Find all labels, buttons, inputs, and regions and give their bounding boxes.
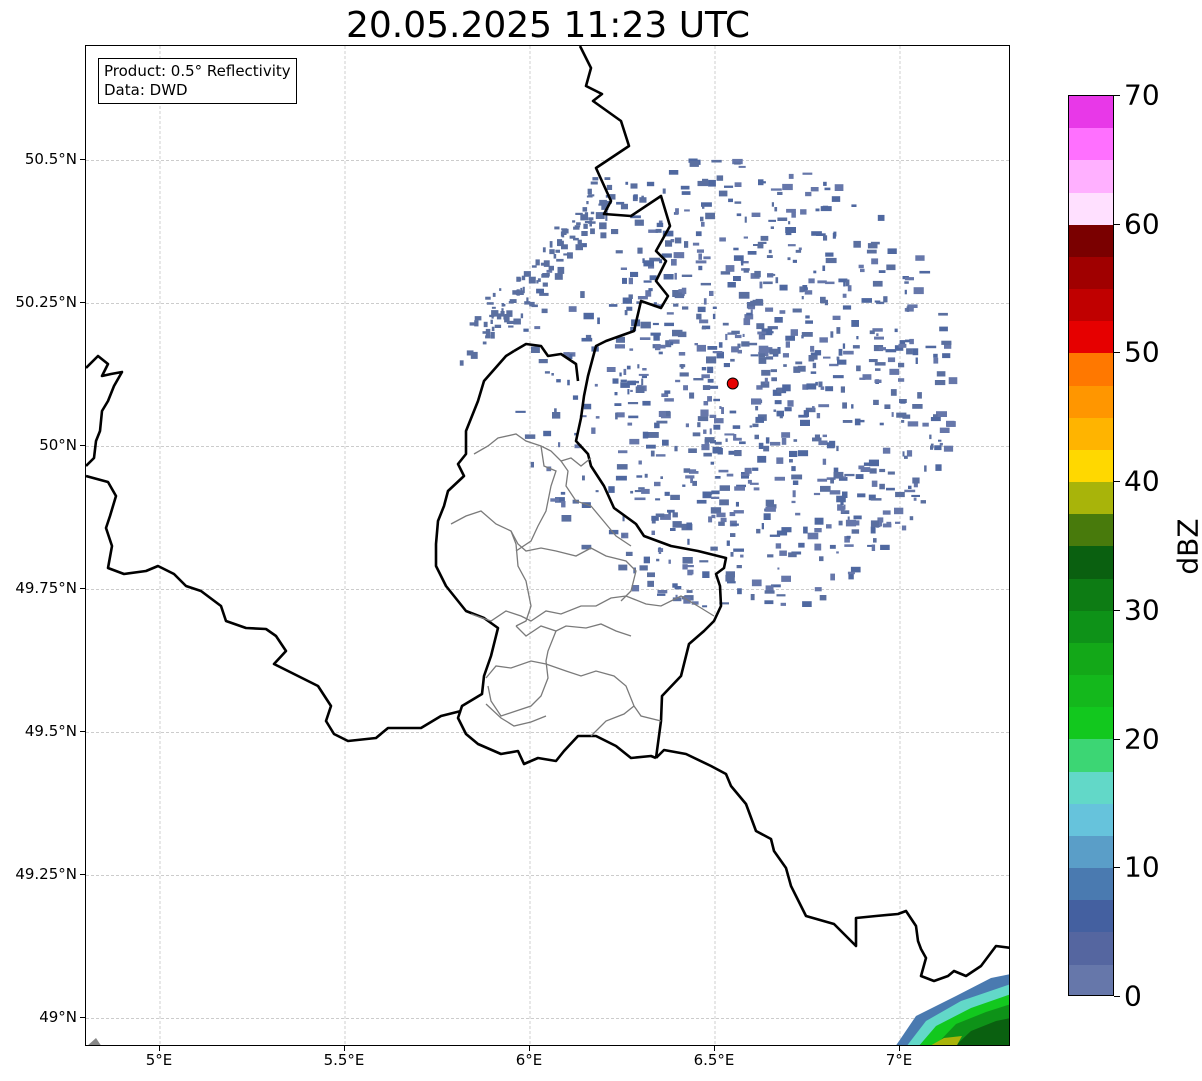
lat-tick-mark (80, 302, 85, 304)
colorbar-segment (1069, 256, 1113, 290)
colorbar-segment (1069, 192, 1113, 225)
border-luxembourg (434, 349, 657, 766)
storm-cell-southeast (88, 974, 1009, 1045)
border-germany-france (655, 748, 1009, 983)
weak-echo-cluster (459, 158, 958, 608)
colorbar-segment (1069, 449, 1113, 483)
colorbar-tick-mark (1114, 738, 1120, 740)
colorbar-segment (1069, 96, 1113, 129)
lon-tick-label: 7°E (885, 1051, 913, 1069)
lon-tick-mark (159, 1046, 160, 1051)
colorbar-segment (1069, 675, 1113, 708)
colorbar-tick-mark (1114, 223, 1120, 225)
colorbar-tick-mark (1114, 352, 1120, 354)
product-label: Product: 0.5° Reflectivity (104, 62, 291, 80)
colorbar-segment (1069, 964, 1113, 995)
lon-tick-label: 5.5°E (323, 1051, 365, 1069)
colorbar-tick-label: 0 (1124, 979, 1142, 1013)
lon-tick-label: 6°E (515, 1051, 543, 1069)
colorbar-segment (1069, 578, 1113, 611)
lat-tick-label: 49°N (39, 1008, 77, 1027)
lon-tick-mark (714, 1046, 715, 1051)
lat-tick-label: 50.5°N (24, 150, 77, 169)
colorbar-segment (1069, 771, 1113, 804)
lat-tick-label: 50.25°N (15, 293, 77, 312)
colorbar-segment (1069, 610, 1113, 643)
colorbar-tick-mark (1114, 996, 1120, 997)
radar-site-marker[interactable] (726, 377, 739, 390)
colorbar-segment (1069, 482, 1113, 515)
colorbar-tick-label: 60 (1124, 207, 1160, 241)
colorbar-segment (1069, 900, 1113, 933)
colorbar-tick-label: 70 (1124, 78, 1160, 112)
colorbar-segment (1069, 739, 1113, 772)
border-germany-west (574, 46, 728, 759)
lat-tick-mark (80, 1017, 85, 1019)
border-belgium-fragment (86, 354, 124, 467)
radar-map-panel[interactable]: Product: 0.5° Reflectivity Data: DWD (85, 45, 1010, 1046)
colorbar-tick-label: 30 (1124, 593, 1160, 627)
colorbar-tick-mark (1114, 867, 1120, 869)
colorbar-segment (1069, 321, 1113, 354)
colorbar-segment (1069, 514, 1113, 547)
map-title: 20.05.2025 11:23 UTC (345, 5, 751, 46)
lat-tick-label: 49.25°N (15, 865, 77, 884)
reflectivity-colorbar (1068, 95, 1114, 996)
lon-tick-label: 6.5°E (693, 1051, 735, 1069)
border-france-belgium (86, 474, 462, 743)
luxembourg-cantons (450, 433, 715, 737)
lat-tick-mark (80, 588, 85, 590)
radar-echo-layer (88, 158, 1009, 1045)
lat-tick-label: 49.5°N (24, 722, 77, 741)
colorbar-tick-label: 20 (1124, 722, 1160, 756)
colorbar-segment (1069, 868, 1113, 901)
colorbar-segment (1069, 546, 1113, 579)
data-source-label: Data: DWD (104, 81, 188, 99)
colorbar-unit-label: dBZ (1171, 518, 1202, 575)
lat-tick-mark (80, 159, 85, 161)
lat-tick-label: 49.75°N (15, 579, 77, 598)
lat-tick-mark (80, 445, 85, 447)
lat-tick-label: 50°N (39, 436, 77, 455)
colorbar-segment (1069, 932, 1113, 965)
colorbar-tick-mark (1114, 481, 1120, 483)
colorbar-segment (1069, 128, 1113, 161)
lon-tick-mark (344, 1046, 345, 1051)
colorbar-tick-mark (1114, 609, 1120, 611)
lon-tick-mark (899, 1046, 900, 1051)
colorbar-tick-label: 40 (1124, 464, 1160, 498)
radar-map[interactable] (86, 46, 1010, 1046)
colorbar-segment (1069, 224, 1113, 257)
colorbar-segment (1069, 835, 1113, 869)
lon-tick-label: 5°E (145, 1051, 173, 1069)
colorbar-tick-mark (1114, 95, 1120, 96)
colorbar-tick-label: 50 (1124, 335, 1160, 369)
colorbar-tick-label: 10 (1124, 850, 1160, 884)
colorbar-segment (1069, 707, 1113, 740)
colorbar-segment (1069, 385, 1113, 418)
colorbar-segment (1069, 803, 1113, 836)
lat-tick-mark (80, 731, 85, 733)
colorbar-segment (1069, 642, 1113, 676)
colorbar-segment (1069, 353, 1113, 386)
lat-tick-mark (80, 874, 85, 876)
lon-tick-mark (529, 1046, 530, 1051)
colorbar-segment (1069, 160, 1113, 193)
colorbar-segment (1069, 289, 1113, 322)
country-borders (86, 46, 1009, 983)
border-lux-north (513, 342, 580, 382)
colorbar-segment (1069, 417, 1113, 450)
product-info-box: Product: 0.5° Reflectivity Data: DWD (98, 58, 297, 104)
map-gridlines (86, 46, 1009, 1045)
